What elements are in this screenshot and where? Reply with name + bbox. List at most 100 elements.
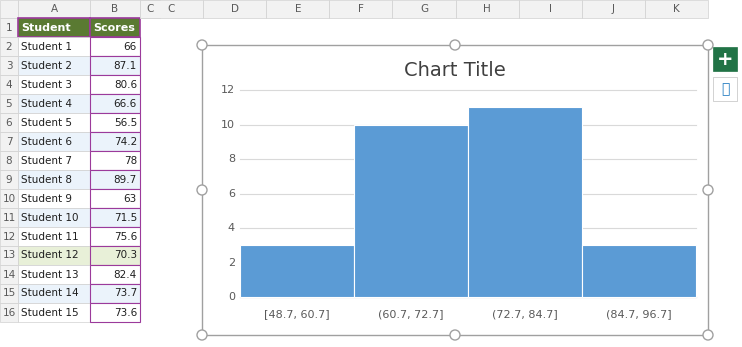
Text: 14: 14 bbox=[2, 270, 16, 279]
Bar bbox=[90, 37, 140, 56]
Text: 66.6: 66.6 bbox=[114, 99, 137, 109]
Circle shape bbox=[197, 330, 207, 340]
Bar bbox=[18, 37, 90, 56]
Bar bbox=[713, 47, 737, 71]
Bar bbox=[0, 75, 18, 94]
Text: 74.2: 74.2 bbox=[114, 136, 137, 146]
Bar bbox=[18, 189, 90, 208]
Text: 87.1: 87.1 bbox=[114, 60, 137, 70]
Text: 63: 63 bbox=[124, 194, 137, 203]
Bar bbox=[90, 75, 140, 94]
Text: (84.7, 96.7]: (84.7, 96.7] bbox=[606, 309, 672, 319]
Bar bbox=[0, 56, 18, 75]
Bar bbox=[18, 56, 90, 75]
Bar bbox=[18, 170, 90, 189]
Bar bbox=[0, 94, 18, 113]
Bar bbox=[0, 265, 18, 284]
Bar bbox=[582, 0, 645, 18]
Text: 9: 9 bbox=[6, 175, 13, 185]
Circle shape bbox=[197, 40, 207, 50]
Bar bbox=[90, 189, 140, 208]
Text: 11: 11 bbox=[2, 212, 16, 222]
Bar bbox=[0, 37, 18, 56]
Bar bbox=[90, 113, 140, 132]
Circle shape bbox=[703, 185, 713, 195]
Bar bbox=[18, 75, 90, 94]
Bar bbox=[0, 132, 18, 151]
Bar bbox=[90, 132, 140, 151]
Bar bbox=[0, 227, 18, 246]
Text: Student 7: Student 7 bbox=[21, 155, 72, 166]
Text: 7: 7 bbox=[6, 136, 13, 146]
Bar bbox=[0, 303, 18, 322]
Bar bbox=[354, 125, 468, 297]
Bar bbox=[519, 0, 582, 18]
Bar bbox=[0, 151, 18, 170]
Bar bbox=[456, 0, 519, 18]
Text: G: G bbox=[420, 4, 428, 14]
Bar bbox=[202, 45, 708, 335]
Bar bbox=[203, 0, 266, 18]
Text: Student 4: Student 4 bbox=[21, 99, 72, 109]
Circle shape bbox=[450, 40, 460, 50]
Text: Student 9: Student 9 bbox=[21, 194, 72, 203]
Bar bbox=[0, 284, 18, 303]
Text: 12: 12 bbox=[221, 85, 235, 95]
Bar bbox=[645, 0, 708, 18]
Text: Student: Student bbox=[21, 23, 70, 33]
Text: 71.5: 71.5 bbox=[114, 212, 137, 222]
Text: Student 3: Student 3 bbox=[21, 79, 72, 90]
Text: 15: 15 bbox=[2, 288, 16, 298]
Text: 82.4: 82.4 bbox=[114, 270, 137, 279]
Text: 5: 5 bbox=[6, 99, 13, 109]
Bar bbox=[468, 107, 582, 297]
Text: 10: 10 bbox=[2, 194, 16, 203]
Bar bbox=[90, 151, 140, 170]
Bar bbox=[90, 284, 140, 303]
Text: D: D bbox=[231, 4, 239, 14]
Bar bbox=[0, 113, 18, 132]
Text: (60.7, 72.7]: (60.7, 72.7] bbox=[378, 309, 444, 319]
Circle shape bbox=[703, 330, 713, 340]
Text: 0: 0 bbox=[228, 292, 235, 302]
Text: 66: 66 bbox=[124, 42, 137, 51]
Bar bbox=[240, 245, 354, 297]
Text: (72.7, 84.7]: (72.7, 84.7] bbox=[492, 309, 558, 319]
Text: Student 8: Student 8 bbox=[21, 175, 72, 185]
Bar bbox=[329, 0, 393, 18]
Bar bbox=[18, 303, 90, 322]
Text: Student 2: Student 2 bbox=[21, 60, 72, 70]
Text: 73.6: 73.6 bbox=[114, 307, 137, 318]
Text: 3: 3 bbox=[6, 60, 13, 70]
Text: Student 6: Student 6 bbox=[21, 136, 72, 146]
Text: +: + bbox=[717, 50, 733, 68]
Text: Student 15: Student 15 bbox=[21, 307, 79, 318]
Text: 12: 12 bbox=[2, 231, 16, 242]
Bar bbox=[140, 0, 160, 18]
Bar bbox=[266, 0, 329, 18]
Bar bbox=[0, 18, 18, 37]
Text: 13: 13 bbox=[2, 251, 16, 261]
Bar bbox=[393, 0, 456, 18]
Text: 80.6: 80.6 bbox=[114, 79, 137, 90]
Circle shape bbox=[450, 330, 460, 340]
Bar bbox=[713, 77, 737, 101]
Bar bbox=[18, 208, 90, 227]
Text: 2: 2 bbox=[6, 42, 13, 51]
Text: B: B bbox=[111, 4, 119, 14]
Bar bbox=[18, 18, 90, 37]
Bar bbox=[90, 246, 140, 265]
Bar bbox=[90, 94, 140, 113]
Text: H: H bbox=[483, 4, 491, 14]
Bar bbox=[0, 208, 18, 227]
Bar bbox=[0, 0, 18, 18]
Text: Student 5: Student 5 bbox=[21, 118, 72, 127]
Text: Student 10: Student 10 bbox=[21, 212, 79, 222]
Bar bbox=[0, 189, 18, 208]
Text: 8: 8 bbox=[228, 154, 235, 164]
Text: 1: 1 bbox=[6, 23, 13, 33]
Text: 4: 4 bbox=[228, 223, 235, 233]
Circle shape bbox=[703, 40, 713, 50]
Text: Student 1: Student 1 bbox=[21, 42, 72, 51]
Text: Scores: Scores bbox=[93, 23, 135, 33]
